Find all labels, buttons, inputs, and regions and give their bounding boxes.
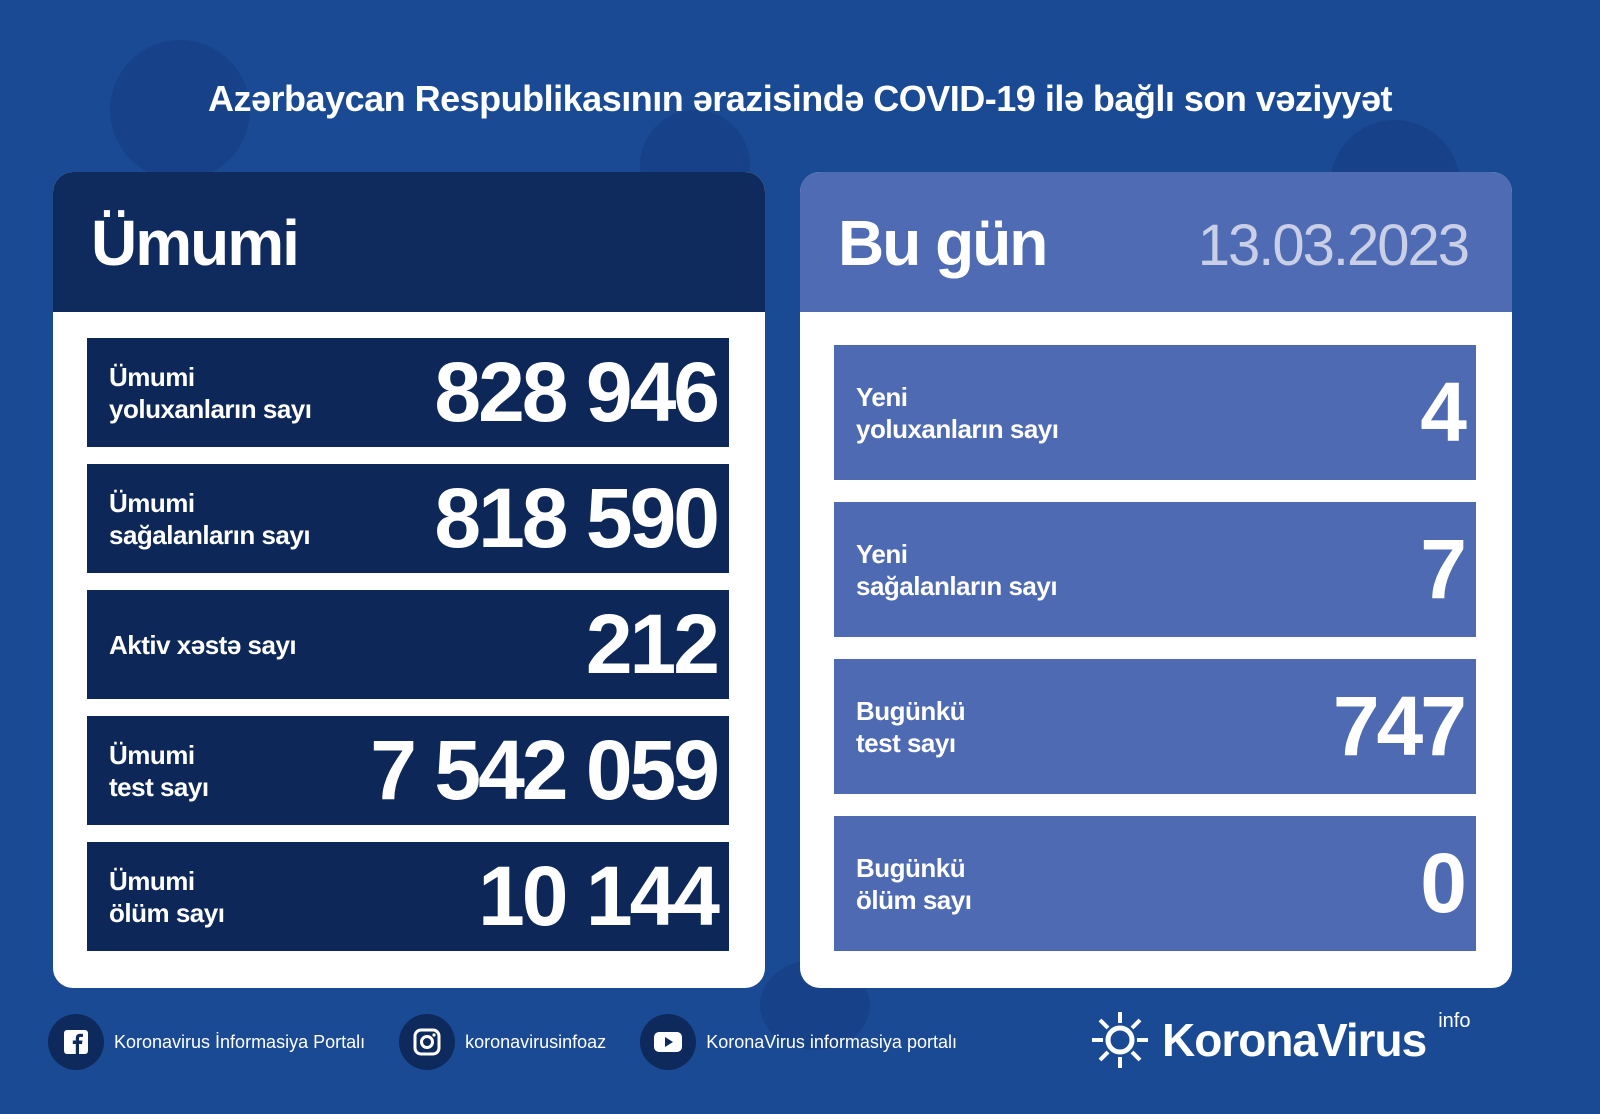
- today-row: Yeni sağalanların sayı 7: [834, 502, 1476, 637]
- total-row: Aktiv xəstə sayı 212: [87, 590, 729, 699]
- row-value: 747: [1332, 679, 1467, 773]
- today-row: Bugünkü ölüm sayı 0: [834, 816, 1476, 951]
- logo-sup: info: [1438, 1010, 1471, 1032]
- row-value: 10 144: [478, 849, 720, 943]
- row-value: 818 590: [434, 471, 720, 565]
- row-label: Yeni yoluxanların sayı: [856, 381, 1059, 444]
- today-row: Yeni yoluxanların sayı 4: [834, 345, 1476, 480]
- instagram-icon[interactable]: [399, 1014, 456, 1070]
- logo-text: KoronaVirus: [1162, 1014, 1427, 1066]
- total-row: Ümumi ölüm sayı 10 144: [87, 842, 729, 951]
- total-row: Ümumi test sayı 7 542 059: [87, 716, 729, 825]
- row-label: Yeni sağalanların sayı: [856, 538, 1058, 601]
- today-heading: Bu gün: [838, 207, 1048, 279]
- facebook-icon[interactable]: [48, 1014, 104, 1070]
- today-header: Bu gün 13.03.2023: [800, 172, 1512, 312]
- row-value: 7: [1420, 522, 1467, 616]
- row-label: Bugünkü test sayı: [856, 695, 966, 758]
- total-heading: Ümumi: [91, 207, 300, 279]
- row-label: Ümumi test sayı: [109, 739, 209, 802]
- instagram-link[interactable]: koronavirusinfoaz: [465, 1031, 607, 1052]
- youtube-icon[interactable]: [640, 1014, 697, 1070]
- total-row: Ümumi sağalanların sayı 818 590: [87, 464, 729, 573]
- row-label: Bugünkü ölüm sayı: [856, 852, 972, 915]
- total-header: Ümumi: [53, 172, 765, 312]
- footer: Koronavirus İnformasiya Portalı koronavi…: [48, 1012, 957, 1072]
- page-title: Azərbaycan Respublikasının ərazisində CO…: [208, 78, 1392, 119]
- row-label: Ümumi ölüm sayı: [109, 865, 225, 928]
- row-label: Ümumi sağalanların sayı: [109, 487, 311, 550]
- row-label: Aktiv xəstə sayı: [109, 629, 297, 660]
- today-row: Bugünkü test sayı 747: [834, 659, 1476, 794]
- row-value: 4: [1420, 365, 1467, 459]
- today-card: Bu gün 13.03.2023 Yeni yoluxanların sayı 4…: [800, 172, 1512, 988]
- row-value: 212: [585, 597, 720, 691]
- date: 13.03.2023: [1197, 213, 1470, 278]
- row-label: Ümumi yoluxanların sayı: [109, 361, 312, 424]
- sun-virus-icon: [1092, 1012, 1148, 1068]
- row-value: 7 542 059: [370, 723, 720, 817]
- koronavirus-logo: KoronaVirus info: [1090, 1010, 1470, 1070]
- row-value: 828 946: [434, 345, 720, 439]
- total-card: Ümumi Ümumi yoluxanların sayı 828 946 Ümumi…: [53, 172, 765, 988]
- facebook-link[interactable]: Koronavirus İnformasiya Portalı: [114, 1031, 366, 1052]
- youtube-link[interactable]: KoronaVirus informasiya portalı: [706, 1031, 957, 1052]
- total-row: Ümumi yoluxanların sayı 828 946: [87, 338, 729, 447]
- row-value: 0: [1420, 836, 1467, 930]
